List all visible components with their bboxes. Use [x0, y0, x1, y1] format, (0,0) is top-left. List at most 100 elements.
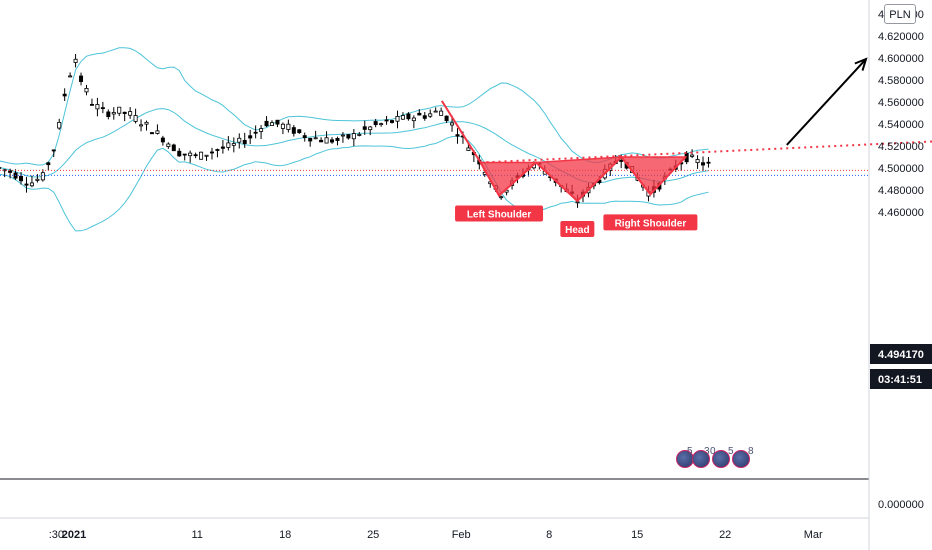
candle	[695, 155, 700, 169]
time-tick-label: 22	[719, 529, 731, 541]
indicator-ball-icon	[732, 450, 750, 468]
candle-body	[24, 183, 29, 186]
candle-body	[0, 167, 2, 169]
candle	[330, 137, 335, 144]
candle	[95, 97, 100, 117]
candle-body	[35, 178, 40, 181]
candle	[313, 130, 318, 140]
candle-body	[226, 142, 231, 148]
candle-body	[144, 121, 149, 125]
candle-body	[455, 134, 460, 137]
candle-body	[706, 161, 711, 164]
target-arrow[interactable]	[786, 58, 867, 146]
currency-label[interactable]: PLN	[884, 4, 916, 24]
candle-body	[368, 126, 373, 131]
candle-body	[259, 128, 264, 132]
candle-body	[160, 137, 165, 143]
candle-body	[166, 143, 171, 147]
candle	[286, 119, 291, 133]
candle-body	[346, 134, 351, 139]
indicator-icon-strip[interactable]: 5 3 0 5 8	[676, 446, 756, 472]
bollinger-lower	[0, 135, 709, 232]
candle	[368, 125, 373, 136]
candle	[357, 131, 362, 137]
candle-body	[422, 115, 427, 119]
candle-body	[291, 127, 296, 134]
candle-body	[324, 137, 329, 144]
indicator-ball-icon	[692, 450, 710, 468]
candle-body	[19, 175, 24, 182]
price-tick-label: 4.540000	[878, 119, 924, 131]
candle	[160, 135, 165, 146]
pattern-label-bg	[603, 214, 698, 231]
price-tick-label: 4.560000	[878, 97, 924, 109]
candle-body	[193, 154, 198, 157]
time-tick-label: 18	[279, 529, 291, 541]
candle	[155, 124, 160, 135]
candle	[379, 122, 384, 127]
candle	[89, 98, 94, 106]
candle-body	[406, 113, 411, 120]
candle-body	[106, 111, 111, 118]
candle	[291, 124, 296, 137]
price-tick-label: 4.460000	[878, 207, 924, 219]
candle-body	[139, 124, 144, 127]
candle-body	[690, 154, 695, 157]
candle-body	[177, 150, 182, 157]
candle	[149, 131, 154, 135]
time-tick-label: 2021	[62, 529, 86, 541]
candle	[406, 112, 411, 121]
price-tick-label: 4.620000	[878, 31, 924, 43]
candle-body	[46, 162, 51, 166]
candle	[29, 175, 34, 188]
candle	[62, 88, 67, 101]
candle-body	[450, 122, 455, 126]
candle-body	[128, 111, 133, 116]
candle-body	[248, 135, 253, 139]
bollinger-upper	[0, 47, 709, 166]
time-tick-label: Feb	[452, 529, 471, 541]
candle-body	[439, 110, 444, 116]
candle	[362, 120, 367, 135]
candle-body	[275, 119, 280, 125]
candle-body	[242, 139, 247, 144]
candle	[8, 168, 13, 179]
candle-body	[51, 149, 56, 152]
candle-body	[264, 120, 269, 127]
head-triangle	[534, 156, 624, 203]
candle	[106, 109, 111, 120]
candle	[46, 161, 51, 171]
candle	[701, 156, 706, 171]
candle	[144, 120, 149, 131]
candle-body	[466, 147, 471, 151]
candle-body	[411, 117, 416, 122]
candle-body	[351, 133, 356, 140]
neckline[interactable]	[480, 140, 932, 164]
candle	[51, 149, 56, 158]
candle-body	[330, 139, 335, 143]
candle-body	[395, 116, 400, 122]
time-tick-label: 8	[546, 529, 552, 541]
candle-body	[204, 154, 209, 157]
candle	[111, 107, 116, 120]
candle	[35, 174, 40, 183]
candle-body	[237, 137, 242, 143]
candle-body	[302, 135, 307, 139]
candle	[417, 109, 422, 116]
candle	[24, 176, 29, 193]
candle-body	[313, 137, 318, 140]
candle-body	[444, 115, 449, 122]
indicator-digit: 5	[728, 446, 734, 457]
pattern-label-text: Head	[565, 225, 589, 236]
time-tick-label: Mar	[804, 529, 823, 541]
price-axis-ticks: 4.460000 4.480000 4.500000 4.520000 4.540000…	[878, 9, 924, 219]
candle-body	[362, 126, 367, 130]
candle-body	[84, 87, 89, 93]
candle	[335, 136, 340, 146]
candle-body	[319, 139, 324, 143]
candle	[248, 129, 253, 145]
candle	[57, 118, 62, 130]
candle	[171, 143, 176, 152]
candle-body	[209, 151, 214, 154]
